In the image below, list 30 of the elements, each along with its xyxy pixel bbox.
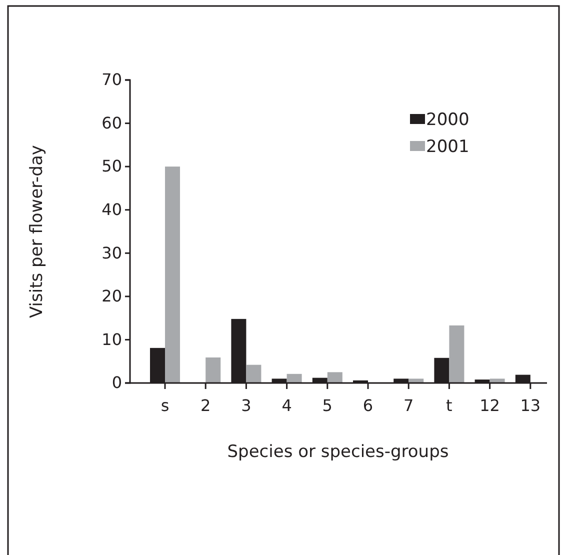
y-tick-label: 50 xyxy=(102,156,122,176)
bar xyxy=(206,357,221,383)
x-tick-label: 2 xyxy=(200,396,211,416)
bar xyxy=(408,378,424,383)
y-tick-label: 20 xyxy=(102,286,122,306)
y-tick-label: 40 xyxy=(102,200,122,219)
x-tick-label: 13 xyxy=(520,396,541,416)
y-axis-title: Visits per flower-day xyxy=(27,145,47,318)
bar xyxy=(327,372,342,383)
bar xyxy=(246,364,262,383)
y-tick-label: 60 xyxy=(102,113,122,132)
x-tick-label: 12 xyxy=(480,396,500,416)
bar xyxy=(286,374,302,383)
bar xyxy=(449,325,464,383)
x-axis-title: Species or species-groups xyxy=(227,442,449,462)
y-tick-label: 30 xyxy=(102,243,122,262)
x-tick-label: 4 xyxy=(282,396,292,416)
x-tick-label: s xyxy=(160,396,170,416)
x-tick-label: 5 xyxy=(322,396,332,416)
y-tick-label: 10 xyxy=(102,330,122,349)
x-tick-label: 7 xyxy=(404,396,414,416)
y-tick-label: 0 xyxy=(112,373,122,392)
bar xyxy=(165,166,180,383)
legend-label: 2001 xyxy=(426,137,470,157)
x-tick-label: t xyxy=(446,396,452,416)
legend-label: 2000 xyxy=(426,110,470,130)
y-tick-label: 70 xyxy=(102,70,122,90)
x-tick-label: 3 xyxy=(241,396,252,416)
bar xyxy=(490,378,505,383)
x-tick-label: 6 xyxy=(362,396,374,416)
